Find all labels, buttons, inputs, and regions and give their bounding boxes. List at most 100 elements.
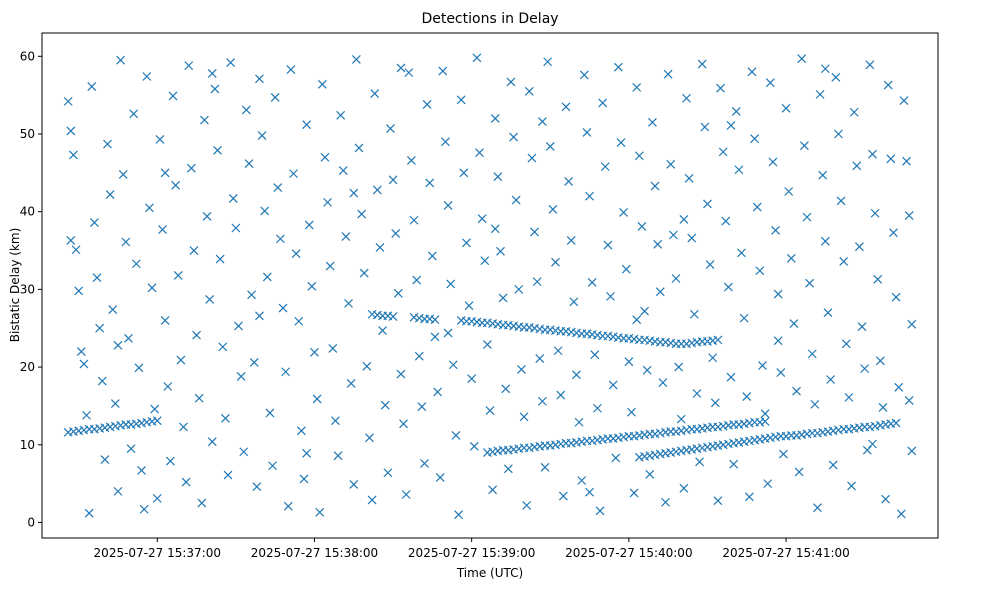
data-point [613, 62, 623, 72]
data-point [380, 400, 390, 410]
data-point [223, 470, 233, 480]
data-point [493, 172, 503, 182]
data-point [907, 446, 917, 456]
data-point [152, 416, 162, 426]
data-point [286, 65, 296, 74]
data-point [658, 378, 668, 388]
data-point [496, 246, 505, 256]
data-point [595, 506, 605, 516]
data-point [186, 163, 196, 173]
data-point [569, 297, 579, 307]
data-point [582, 128, 592, 137]
data-point [556, 390, 566, 400]
data-point [862, 445, 872, 455]
data-point [257, 131, 267, 140]
data-point [357, 209, 367, 219]
data-point [587, 277, 597, 287]
data-point [456, 95, 466, 105]
data-point [247, 290, 257, 300]
data-point [773, 336, 783, 346]
data-point [446, 279, 456, 289]
data-point [868, 149, 877, 159]
data-point [878, 403, 888, 412]
data-point [74, 286, 84, 296]
data-point [726, 372, 736, 382]
data-point [640, 306, 649, 316]
data-point [627, 407, 636, 417]
data-point [365, 433, 374, 443]
data-point [818, 170, 828, 180]
data-point [372, 185, 382, 195]
data-point [585, 487, 594, 497]
data-point [71, 245, 81, 255]
data-point [875, 356, 885, 366]
data-point [304, 220, 314, 230]
data-point [485, 406, 495, 416]
data-point [349, 479, 359, 489]
data-point [784, 187, 794, 196]
data-point [834, 129, 843, 139]
data-point [731, 107, 741, 116]
x-tick-label: 2025-07-27 15:39:00 [408, 546, 535, 560]
data-point [425, 178, 435, 188]
data-point [108, 305, 118, 315]
x-tick-label: 2025-07-27 15:40:00 [565, 546, 692, 560]
data-point [852, 161, 862, 171]
data-point [527, 153, 537, 163]
data-point [97, 376, 107, 386]
data-point [716, 83, 725, 93]
data-point [792, 386, 801, 396]
data-point [807, 349, 817, 359]
data-point [218, 342, 228, 352]
data-point [386, 124, 395, 133]
data-point [744, 492, 754, 502]
data-point [729, 459, 739, 469]
data-point [388, 175, 398, 185]
data-point [66, 236, 76, 245]
data-point [144, 203, 154, 213]
data-point [826, 375, 836, 384]
data-point [454, 510, 463, 520]
data-point [802, 212, 812, 222]
data-point [870, 208, 880, 218]
data-point [328, 344, 338, 353]
data-point [632, 82, 642, 92]
data-point [430, 332, 440, 342]
data-point [847, 481, 856, 491]
data-point [63, 96, 73, 106]
data-point [734, 165, 744, 175]
data-point [354, 143, 364, 153]
data-point [794, 467, 804, 477]
y-axis-label: Bistatic Delay (km) [8, 228, 22, 343]
data-point [171, 180, 181, 190]
data-point [205, 295, 215, 304]
data-point [868, 439, 877, 449]
data-point [820, 236, 830, 246]
data-point [420, 458, 429, 468]
data-point [645, 469, 655, 479]
data-point [173, 270, 183, 280]
data-point [302, 448, 312, 458]
data-point [687, 233, 697, 243]
data-point [417, 402, 427, 412]
scatter-points [63, 53, 917, 520]
data-point [752, 202, 762, 212]
data-point [585, 191, 594, 201]
x-axis-label: Time (UTC) [456, 566, 523, 580]
data-point [674, 362, 684, 372]
plot-frame [41, 32, 939, 539]
data-point [396, 369, 406, 379]
x-tick-label: 2025-07-27 15:41:00 [722, 546, 849, 560]
data-point [624, 357, 634, 367]
data-point [294, 316, 304, 326]
data-point [273, 183, 283, 193]
data-point [210, 84, 220, 94]
data-point [181, 477, 191, 487]
data-point [118, 169, 128, 179]
data-point [904, 396, 914, 405]
data-point [537, 396, 547, 406]
data-point [760, 409, 770, 419]
data-point [857, 322, 867, 332]
data-point [517, 364, 526, 374]
data-point [69, 150, 78, 160]
